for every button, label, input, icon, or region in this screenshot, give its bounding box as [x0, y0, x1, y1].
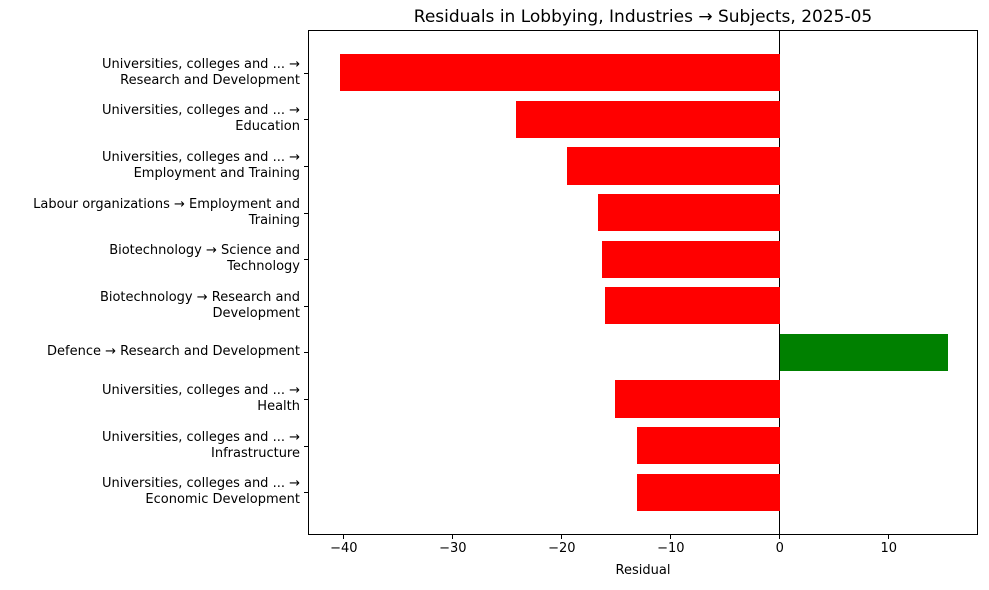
x-tick-label-2: −20: [548, 541, 576, 556]
y-tick-mark: [304, 212, 308, 214]
bar-8: [637, 427, 780, 465]
bar-7: [615, 380, 780, 418]
y-tick-label-6: Defence → Research and Development: [47, 344, 300, 360]
y-tick-label-3: Labour organizations → Employment and Tra…: [33, 196, 300, 228]
x-tick-label-0: −40: [330, 541, 358, 556]
x-tick-label-3: −10: [657, 541, 685, 556]
x-tick-mark: [343, 535, 345, 539]
bar-4: [602, 240, 780, 278]
x-tick-mark: [888, 535, 890, 539]
y-tick-label-4: Biotechnology → Science and Technology: [109, 243, 300, 275]
y-tick-label-8: Universities, colleges and ... → Infrastr…: [101, 429, 300, 461]
y-tick-mark: [304, 352, 308, 354]
y-tick-label-2: Universities, colleges and ... → Employme…: [101, 149, 300, 181]
y-tick-mark: [304, 399, 308, 401]
bar-0: [339, 53, 780, 92]
y-tick-label-7: Universities, colleges and ... → Health: [101, 383, 300, 415]
y-tick-mark: [304, 165, 308, 167]
y-tick-label-0: Universities, colleges and ... → Research…: [101, 56, 300, 88]
bar-6: [779, 333, 948, 372]
x-tick-label-4: 0: [775, 541, 784, 556]
bar-1: [516, 100, 780, 138]
y-tick-mark: [304, 259, 308, 261]
y-tick-mark: [304, 119, 308, 121]
y-tick-mark: [304, 445, 308, 447]
x-tick-mark: [561, 535, 563, 539]
bar-9: [637, 473, 780, 512]
bar-3: [597, 193, 780, 232]
zero-baseline: [779, 31, 781, 534]
y-tick-mark: [304, 305, 308, 307]
x-tick-label-5: 10: [880, 541, 897, 556]
x-tick-mark: [670, 535, 672, 539]
bar-5: [605, 287, 780, 325]
y-tick-mark: [304, 492, 308, 494]
y-tick-mark: [304, 72, 308, 74]
chart-title: Residuals in Lobbying, Industries → Subj…: [413, 7, 873, 27]
y-tick-label-5: Biotechnology → Research and Development: [99, 289, 300, 321]
plot-area: [308, 30, 978, 535]
y-tick-label-9: Universities, colleges and ... → Economic…: [101, 476, 300, 508]
x-tick-mark: [779, 535, 781, 539]
x-tick-mark: [452, 535, 454, 539]
bar-2: [567, 147, 780, 185]
x-axis-label: Residual: [615, 563, 671, 578]
y-tick-label-1: Universities, colleges and ... → Educatio…: [101, 103, 300, 135]
x-tick-label-1: −30: [439, 541, 467, 556]
